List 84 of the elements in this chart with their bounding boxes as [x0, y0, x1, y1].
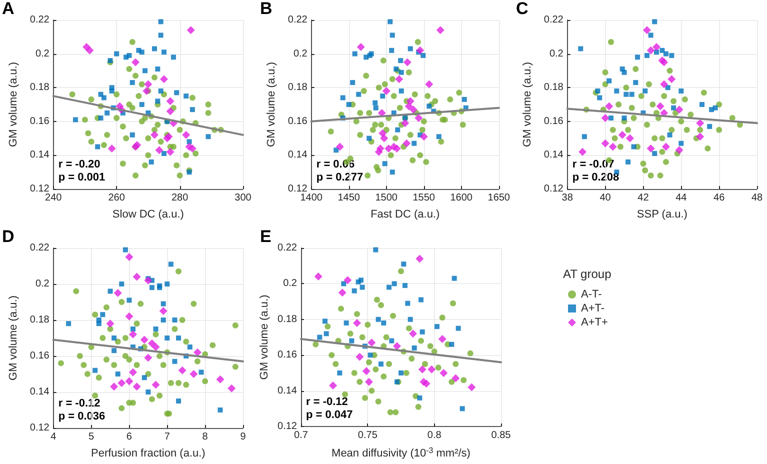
y-tick-label: 0.16: [544, 116, 564, 127]
x-axis-title: Fast DC (a.u.): [370, 208, 440, 220]
y-tick-label: 0.2: [549, 48, 564, 60]
annotation: p = 0.208: [572, 172, 620, 184]
annotation: p = 0.036: [58, 410, 106, 422]
legend-label: A-T-: [581, 288, 602, 300]
x-tick-label: 5: [88, 432, 95, 442]
y-tick-label: 0.14: [30, 386, 50, 398]
x-tick-label: 260: [108, 192, 126, 204]
x-tick-label: 0.8: [427, 430, 442, 441]
legend-label: A+T+: [581, 316, 608, 328]
x-axis-title: SSP (a.u.): [636, 208, 688, 220]
annotation: p = 0.277: [316, 172, 364, 184]
x-tick-label: 40: [600, 192, 612, 204]
y-tick-label: 0.2: [293, 48, 308, 60]
annotation: r = 0.06: [316, 158, 355, 170]
x-tick-label: 280: [171, 192, 189, 204]
y-tick-label: 0.22: [288, 14, 308, 26]
y-tick-label: 0.12: [278, 421, 298, 432]
x-tick-label: 1450: [338, 192, 360, 204]
y-tick-label: 0.16: [30, 350, 50, 362]
chart-title: B: [260, 0, 272, 18]
x-tick-label: 7: [164, 432, 170, 442]
x-tick-label: 300: [234, 192, 252, 204]
x-tick-label: 4: [50, 432, 57, 442]
x-tick-label: 38: [562, 192, 574, 204]
y-tick-label: 0.12: [30, 422, 50, 434]
y-tick-label: 0.2: [35, 48, 50, 60]
chart-title: D: [2, 227, 14, 246]
x-tick-label: 0.7: [294, 430, 308, 441]
chart-title: C: [516, 0, 528, 18]
y-tick-label: 0.12: [288, 184, 308, 194]
y-tick-label: 0.22: [544, 14, 564, 26]
y-tick-label: 0.14: [30, 150, 50, 161]
y-tick-label: 0.2: [35, 278, 50, 290]
annotation: r = -0.12: [58, 398, 100, 410]
legend-title: AT group: [563, 267, 612, 281]
x-axis-title: Slow DC (a.u.): [112, 208, 184, 220]
y-tick-label: 0.22: [278, 242, 298, 254]
annotation: p = 0.047: [306, 409, 353, 421]
x-tick-label: 8: [202, 432, 208, 442]
y-axis-title: GM volume (a.u.): [8, 62, 20, 147]
y-tick-label: 0.14: [278, 385, 298, 396]
x-tick-label: 9: [240, 432, 246, 442]
y-tick-label: 0.22: [30, 242, 50, 254]
x-tick-label: 1600: [450, 192, 473, 204]
y-tick-label: 0.16: [288, 116, 308, 127]
y-tick-label: 0.2: [283, 278, 298, 290]
y-tick-label: 0.18: [30, 314, 50, 326]
x-tick-label: 0.75: [358, 430, 378, 441]
legend-label: A+T-: [581, 302, 605, 314]
y-tick-label: 0.16: [30, 116, 50, 127]
chart-title: A: [2, 0, 14, 18]
y-tick-label: 0.18: [30, 82, 50, 94]
y-tick-label: 0.14: [544, 150, 564, 161]
annotation: r = -0.07: [572, 158, 614, 170]
y-tick-label: 0.16: [278, 350, 298, 361]
x-tick-label: 46: [714, 192, 726, 204]
y-axis-title: GM volume (a.u.): [8, 296, 20, 380]
annotation: p = 0.001: [58, 172, 106, 184]
y-axis-title: GM volume (a.u.): [266, 62, 278, 147]
y-tick-label: 0.18: [544, 82, 564, 94]
y-axis-title: GM volume (a.u.): [258, 294, 270, 380]
x-tick-label: 48: [751, 192, 763, 204]
x-tick-label: 0.85: [491, 430, 512, 441]
x-tick-label: 44: [676, 192, 688, 204]
x-tick-label: 42: [638, 192, 650, 204]
y-tick-label: 0.22: [30, 14, 50, 26]
y-tick-label: 0.18: [278, 314, 298, 325]
x-tick-label: 1500: [375, 192, 398, 204]
x-tick-label: 1400: [300, 192, 323, 204]
y-axis-title: GM volume (a.u.): [522, 62, 534, 147]
x-tick-label: 240: [45, 192, 62, 204]
annotation: r = -0.12: [306, 396, 348, 408]
annotation: r = -0.20: [58, 158, 100, 170]
y-tick-label: 0.14: [288, 150, 308, 161]
y-tick-label: 0.12: [544, 184, 564, 194]
chart-title: E: [260, 227, 272, 246]
x-tick-label: 6: [126, 432, 132, 442]
y-tick-label: 0.12: [30, 184, 50, 194]
x-tick-label: 1550: [412, 192, 436, 204]
x-axis-title: Perfusion fraction (a.u.): [91, 448, 206, 460]
x-tick-label: 1650: [488, 192, 510, 204]
y-tick-label: 0.18: [288, 82, 308, 94]
